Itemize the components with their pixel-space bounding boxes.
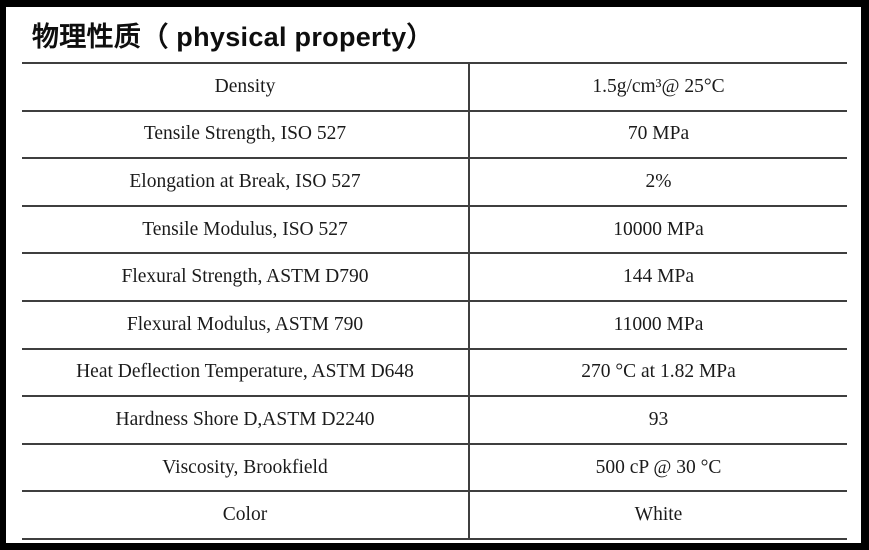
property-value-cell: 2% [645, 170, 672, 192]
property-value-cell: 144 MPa [623, 266, 694, 288]
property-value-cell: 10000 MPa [613, 218, 704, 240]
table-row: Heat Deflection Temperature, ASTM D648 27… [22, 349, 847, 398]
table-row: Density 1.5g/cm³@ 25°C [22, 64, 847, 112]
property-name-cell: Density [22, 64, 470, 110]
table-row: Hardness Shore D,ASTM D2240 93 [22, 397, 847, 445]
property-name-cell: Tensile Modulus, ISO 527 [22, 206, 470, 253]
property-name-cell: Elongation at Break, ISO 527 [22, 159, 470, 205]
property-value-cell: 270 °C at 1.82 MPa [581, 361, 736, 383]
property-name-cell: Color [22, 492, 470, 538]
physical-property-table: Density 1.5g/cm³@ 25°C Tensile Strength, I… [22, 62, 847, 540]
property-name-cell: Viscosity, Brookfield [22, 444, 470, 491]
property-value-cell: 1.5g/cm³@ 25°C [592, 75, 725, 97]
table-row: Tensile Strength, ISO 527 70 MPa [22, 111, 847, 160]
table-row: Tensile Modulus, ISO 527 10000 MPa [22, 206, 847, 255]
property-value-cell: White [634, 504, 683, 526]
property-value-cell: 11000 MPa [613, 313, 704, 335]
table-row: Elongation at Break, ISO 527 2% [22, 159, 847, 207]
table-row: Color White [22, 492, 847, 540]
page-title: 物理性质（ physical property） [32, 22, 434, 52]
table-row: Viscosity, Brookfield 500 cP @ 30 °C [22, 444, 847, 493]
property-value-cell: 500 cP @ 30 °C [595, 456, 722, 478]
property-value-cell: 93 [648, 408, 669, 430]
property-name-cell: Tensile Strength, ISO 527 [22, 111, 470, 158]
property-name-cell: Heat Deflection Temperature, ASTM D648 [22, 349, 470, 396]
table-row: Flexural Strength, ASTM D790 144 MPa [22, 254, 847, 302]
property-value-cell: 70 MPa [627, 123, 690, 145]
property-name-cell: Flexural Strength, ASTM D790 [22, 254, 470, 300]
table-row: Flexural Modulus, ASTM 790 11000 MPa [22, 301, 847, 350]
property-name-cell: Hardness Shore D,ASTM D2240 [22, 397, 470, 443]
property-name-cell: Flexural Modulus, ASTM 790 [22, 301, 470, 348]
